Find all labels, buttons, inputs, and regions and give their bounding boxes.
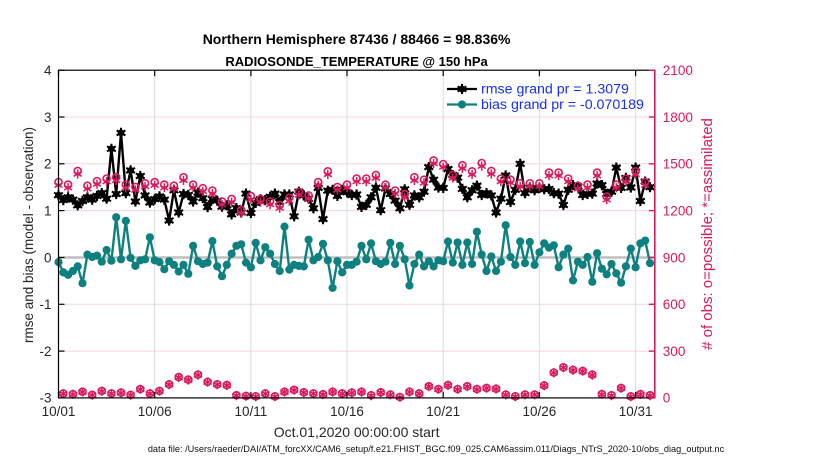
svg-text:-2: -2 (39, 344, 51, 359)
svg-text:# of obs: o=possible; *=assimi: # of obs: o=possible; *=assimilated (699, 118, 716, 350)
svg-text:-3: -3 (39, 391, 51, 406)
svg-text:1200: 1200 (663, 203, 693, 218)
svg-text:data file: /Users/raeder/DAI/A: data file: /Users/raeder/DAI/ATM_forcXX/… (148, 444, 725, 454)
svg-text:10/31: 10/31 (619, 404, 653, 419)
svg-text:10/16: 10/16 (330, 404, 364, 419)
svg-text:600: 600 (663, 297, 686, 312)
svg-text:RADIOSONDE_TEMPERATURE @ 150 h: RADIOSONDE_TEMPERATURE @ 150 hPa (225, 54, 488, 69)
svg-text:3: 3 (44, 110, 52, 125)
svg-text:-1: -1 (39, 297, 51, 312)
svg-text:0: 0 (663, 391, 671, 406)
svg-text:rmse and bias (model - observa: rmse and bias (model - observation) (21, 127, 36, 343)
svg-text:10/26: 10/26 (523, 404, 557, 419)
svg-text:bias grand pr = -0.070189: bias grand pr = -0.070189 (481, 97, 644, 113)
svg-text:10/06: 10/06 (138, 404, 172, 419)
svg-text:2: 2 (44, 157, 52, 172)
svg-text:0: 0 (44, 250, 52, 265)
svg-text:rmse grand pr = 1.3079: rmse grand pr = 1.3079 (481, 82, 629, 98)
svg-text:4: 4 (44, 63, 52, 78)
svg-text:900: 900 (663, 250, 686, 265)
svg-text:1800: 1800 (663, 110, 693, 125)
svg-text:10/01: 10/01 (42, 404, 76, 419)
svg-text:Northern Hemisphere 87436 / 88: Northern Hemisphere 87436 / 88466 = 98.8… (203, 31, 511, 47)
svg-text:1500: 1500 (663, 157, 693, 172)
svg-text:2100: 2100 (663, 63, 693, 78)
svg-text:300: 300 (663, 344, 686, 359)
svg-text:1: 1 (44, 203, 52, 218)
svg-text:10/21: 10/21 (426, 404, 460, 419)
svg-text:10/11: 10/11 (235, 404, 268, 419)
svg-text:Oct.01,2020 00:00:00 start: Oct.01,2020 00:00:00 start (274, 424, 440, 440)
